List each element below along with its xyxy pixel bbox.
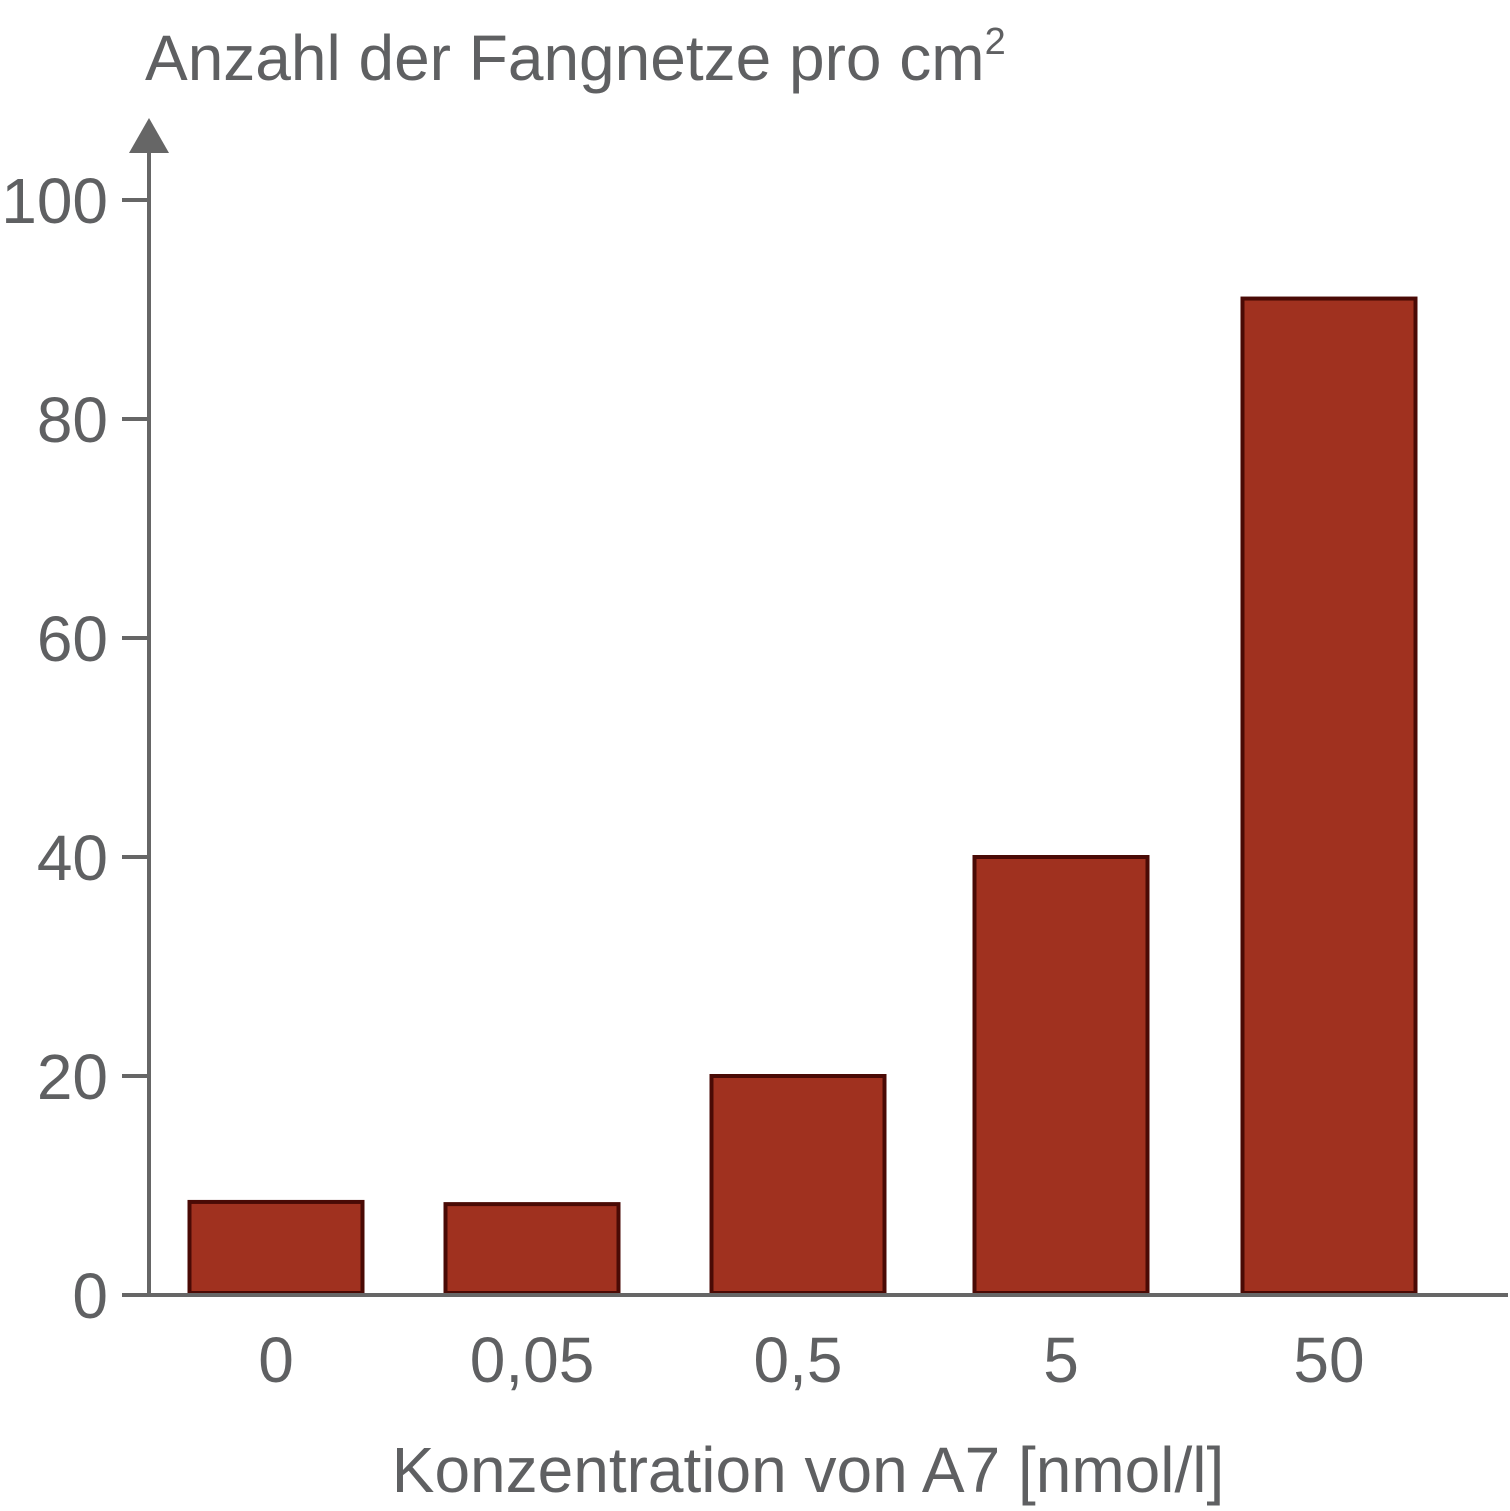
x-tick-label: 0 [258, 1324, 294, 1396]
y-tick-label: 0 [72, 1260, 108, 1332]
bars-group [187, 296, 1418, 1296]
x-ticks-group: 0 0,05 0,5 5 50 [258, 1324, 1364, 1396]
y-axis-title-main: Anzahl der Fangnetze pro cm [145, 22, 985, 94]
y-ticks-group: 0 20 40 60 80 100 [1, 165, 149, 1332]
bar-2 [443, 1202, 621, 1295]
y-tick-label: 60 [37, 603, 108, 675]
bar-4 [972, 855, 1150, 1295]
y-axis-arrow-icon [129, 118, 169, 153]
y-tick-label: 100 [1, 165, 108, 237]
x-tick-label: 0,5 [754, 1324, 843, 1396]
y-tick-label: 20 [37, 1041, 108, 1113]
x-tick-label: 5 [1043, 1324, 1079, 1396]
x-tick-label: 50 [1293, 1324, 1364, 1396]
y-axis-title-superscript: 2 [985, 21, 1006, 63]
y-tick-label: 40 [37, 822, 108, 894]
x-tick-label: 0,05 [470, 1324, 595, 1396]
bar-3 [709, 1074, 887, 1295]
bar-5 [1240, 296, 1418, 1295]
x-axis-title: Konzentration von A7 [nmol/l] [392, 1434, 1225, 1506]
bar-1 [187, 1199, 365, 1296]
y-axis-title: Anzahl der Fangnetze pro cm2 [145, 21, 1006, 94]
y-tick-label: 80 [37, 384, 108, 456]
